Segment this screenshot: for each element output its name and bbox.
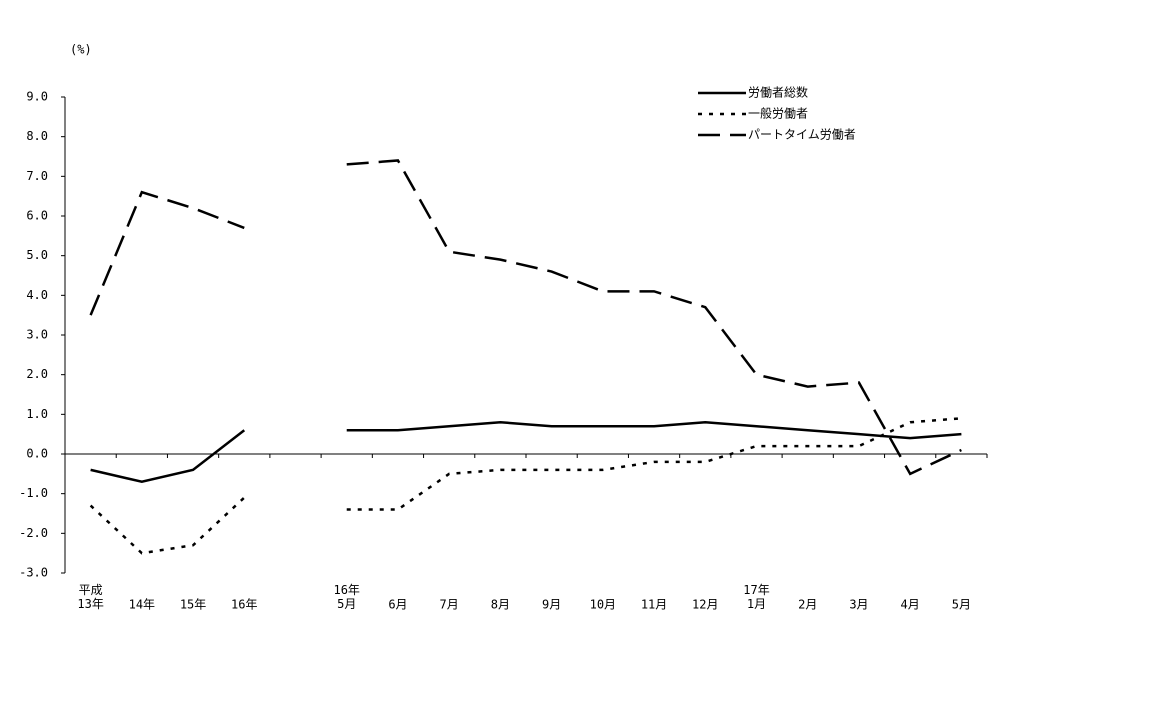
x-tick-label: 5月 <box>952 598 971 612</box>
legend-label: 一般労働者 <box>748 106 808 121</box>
y-tick-label: 7.0 <box>26 169 48 183</box>
x-tick-label: 10月 <box>590 598 616 612</box>
y-tick-label: 0.0 <box>26 447 48 461</box>
y-tick-label: 1.0 <box>26 407 48 421</box>
x-tick-label: 16年 <box>231 598 257 612</box>
x-tick-label: 3月 <box>849 598 868 612</box>
series-line <box>89 159 962 476</box>
x-tick-label: 2月 <box>798 598 817 612</box>
y-tick-label: 6.0 <box>26 209 48 223</box>
y-tick-label: 3.0 <box>26 328 48 342</box>
x-tick-label: 8月 <box>491 598 510 612</box>
x-tick-label: 4月 <box>901 598 920 612</box>
legend-label: パートタイム労働者 <box>748 128 856 142</box>
x-tick-label: 17年 1月 <box>743 583 769 611</box>
x-tick-label: 12月 <box>692 598 718 612</box>
x-tick-label: 9月 <box>542 598 561 612</box>
series-line <box>89 417 962 555</box>
series-line <box>90 421 962 484</box>
y-tick-label: 9.0 <box>26 90 48 104</box>
x-tick-label: 11月 <box>641 598 667 612</box>
legend-label: 労働者総数 <box>748 85 808 100</box>
y-tick-label: -1.0 <box>19 486 48 500</box>
unit-label: (%) <box>70 43 92 57</box>
x-tick-label: 平成 13年 <box>77 583 103 611</box>
y-tick-label: -2.0 <box>19 526 48 540</box>
x-tick-label: 16年 5月 <box>333 583 359 611</box>
x-tick-label: 7月 <box>440 598 459 612</box>
x-tick-label: 14年 <box>129 598 155 612</box>
y-tick-label: 2.0 <box>26 367 48 381</box>
y-tick-label: 5.0 <box>26 248 48 262</box>
y-tick-label: 8.0 <box>26 129 48 143</box>
x-tick-label: 15年 <box>180 598 206 612</box>
y-tick-label: 4.0 <box>26 288 48 302</box>
x-tick-label: 6月 <box>388 598 407 612</box>
y-tick-label: -3.0 <box>19 566 48 580</box>
